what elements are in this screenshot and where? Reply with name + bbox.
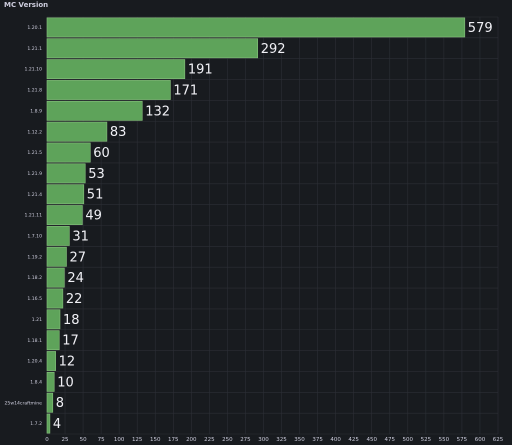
category-label: 1.18.1 — [27, 338, 42, 344]
bar[interactable] — [46, 59, 186, 80]
x-tick-label: 50 — [80, 437, 87, 443]
category-label: 1.20.4 — [27, 359, 42, 365]
value-label: 171 — [173, 83, 198, 98]
bar[interactable] — [46, 121, 108, 142]
value-label: 4 — [53, 417, 61, 432]
category-label: 1.19.2 — [27, 254, 42, 260]
x-tick-label: 425 — [348, 437, 359, 443]
category-label: 1.21.9 — [27, 171, 42, 177]
x-tick-label: 275 — [240, 437, 251, 443]
value-label: 27 — [69, 250, 86, 265]
x-tick-label: 200 — [186, 437, 197, 443]
value-label: 60 — [93, 146, 110, 161]
bar[interactable] — [46, 100, 143, 121]
x-tick-label: 75 — [98, 437, 105, 443]
bars — [46, 17, 466, 434]
x-tick-label: 375 — [312, 437, 323, 443]
x-tick-label: 575 — [457, 437, 468, 443]
x-tick-label: 600 — [475, 437, 486, 443]
x-axis-ticks: 0 25 50 75 100 125 150 175 200 225 250 275 300 325 350… — [45, 437, 503, 443]
x-tick-label: 525 — [421, 437, 432, 443]
x-tick-label: 325 — [276, 437, 287, 443]
category-label: 1.20.1 — [27, 25, 42, 31]
bar[interactable] — [46, 163, 86, 184]
value-label: 49 — [85, 209, 102, 224]
x-tick-label: 400 — [330, 437, 341, 443]
value-label: 22 — [66, 292, 83, 307]
x-tick-label: 0 — [45, 437, 49, 443]
grid-lines — [46, 16, 499, 435]
value-label: 579 — [468, 21, 493, 36]
bar[interactable] — [46, 371, 55, 392]
category-label: 1.16.5 — [27, 296, 42, 302]
bar[interactable] — [46, 351, 56, 371]
value-label: 12 — [59, 355, 76, 370]
x-tick-label: 550 — [439, 437, 450, 443]
bar[interactable] — [46, 330, 60, 351]
x-tick-label: 475 — [385, 437, 396, 443]
value-label: 191 — [188, 63, 213, 78]
bar[interactable] — [46, 38, 259, 59]
bar[interactable] — [46, 267, 65, 288]
category-label: 1.21.5 — [27, 150, 42, 156]
category-labels: 1.20.1 1.21.1 1.21.10 1.21.8 1.8.9 1.12.2 1.21… — [4, 25, 42, 427]
value-label: 292 — [261, 42, 286, 57]
x-tick-label: 225 — [204, 437, 215, 443]
bar[interactable] — [46, 184, 85, 205]
x-tick-label: 250 — [222, 437, 233, 443]
x-tick-label: 625 — [493, 437, 504, 443]
value-label: 17 — [62, 334, 79, 349]
x-tick-label: 175 — [168, 437, 179, 443]
category-label: 1.21.4 — [27, 192, 42, 198]
bar[interactable] — [46, 17, 466, 38]
x-tick-label: 100 — [114, 437, 125, 443]
bar[interactable] — [46, 142, 91, 163]
category-label: 1.8.4 — [30, 379, 42, 385]
bar[interactable] — [46, 246, 67, 267]
value-label: 132 — [145, 104, 170, 119]
bar[interactable] — [46, 80, 171, 100]
category-label: 1.21.8 — [27, 88, 42, 94]
x-tick-label: 300 — [258, 437, 269, 443]
value-label: 51 — [87, 188, 104, 203]
x-tick-label: 125 — [132, 437, 143, 443]
value-label: 53 — [88, 167, 105, 182]
x-tick-label: 450 — [366, 437, 377, 443]
x-tick-label: 500 — [403, 437, 414, 443]
category-label: 1.18.2 — [27, 275, 42, 281]
value-label: 31 — [72, 229, 89, 244]
category-label: 1.12.2 — [27, 129, 42, 135]
category-label: 1.7.2 — [30, 421, 42, 427]
value-label: 8 — [56, 396, 64, 411]
category-label: 1.21.11 — [24, 213, 42, 219]
x-tick-label: 25 — [62, 437, 69, 443]
category-label: 25w14craftmine — [4, 400, 42, 406]
x-tick-label: 350 — [294, 437, 305, 443]
value-label: 83 — [110, 125, 127, 140]
value-label: 24 — [67, 271, 84, 286]
x-tick-label: 150 — [150, 437, 161, 443]
bar[interactable] — [46, 413, 51, 434]
panel-title[interactable]: MC Version — [4, 1, 49, 9]
bar[interactable] — [46, 205, 83, 225]
category-label: 1.21 — [32, 317, 42, 323]
value-label: 18 — [63, 313, 80, 328]
category-label: 1.21.1 — [27, 46, 42, 52]
category-label: 1.8.9 — [30, 108, 42, 114]
bar[interactable] — [46, 392, 54, 413]
category-label: 1.21.10 — [24, 67, 42, 73]
bar[interactable] — [46, 288, 64, 309]
value-label: 10 — [57, 375, 74, 390]
bar[interactable] — [46, 226, 70, 246]
bar[interactable] — [46, 309, 61, 330]
category-label: 1.7.10 — [27, 234, 42, 240]
